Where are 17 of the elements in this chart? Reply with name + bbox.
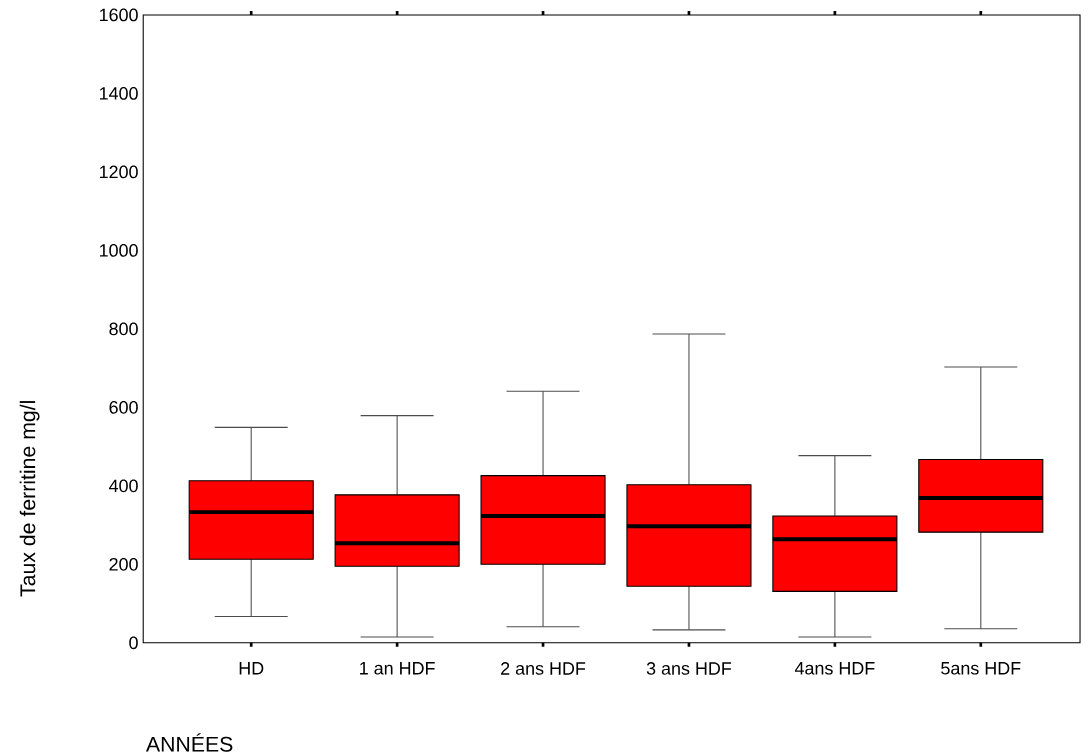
- y-tick-label: 0: [129, 636, 138, 649]
- x-tick-label: 5ans HDF: [941, 661, 1021, 675]
- x-tick-label: 1 an HDF: [360, 661, 435, 675]
- x-tick-label: 3 ans HDF: [646, 661, 732, 675]
- x-tick-label: 4ans HDF: [794, 661, 875, 675]
- x-axis-title: ANNÉES: [145, 732, 233, 752]
- y-tick-label: 1600: [100, 8, 138, 22]
- y-tick-label: 600: [109, 400, 138, 414]
- y-tick-label: 1000: [100, 243, 138, 257]
- y-axis-title: Taux de ferritine mg/l: [19, 400, 40, 597]
- y-tick-label: 800: [109, 322, 138, 336]
- x-tick-label: 2 ans HDF: [501, 661, 586, 675]
- y-tick-label: 400: [109, 479, 138, 492]
- y-tick-label: 1400: [100, 86, 138, 100]
- x-tick-label: HD: [239, 661, 264, 675]
- y-tick-label: 200: [109, 557, 138, 571]
- y-tick-label: 1200: [100, 165, 138, 179]
